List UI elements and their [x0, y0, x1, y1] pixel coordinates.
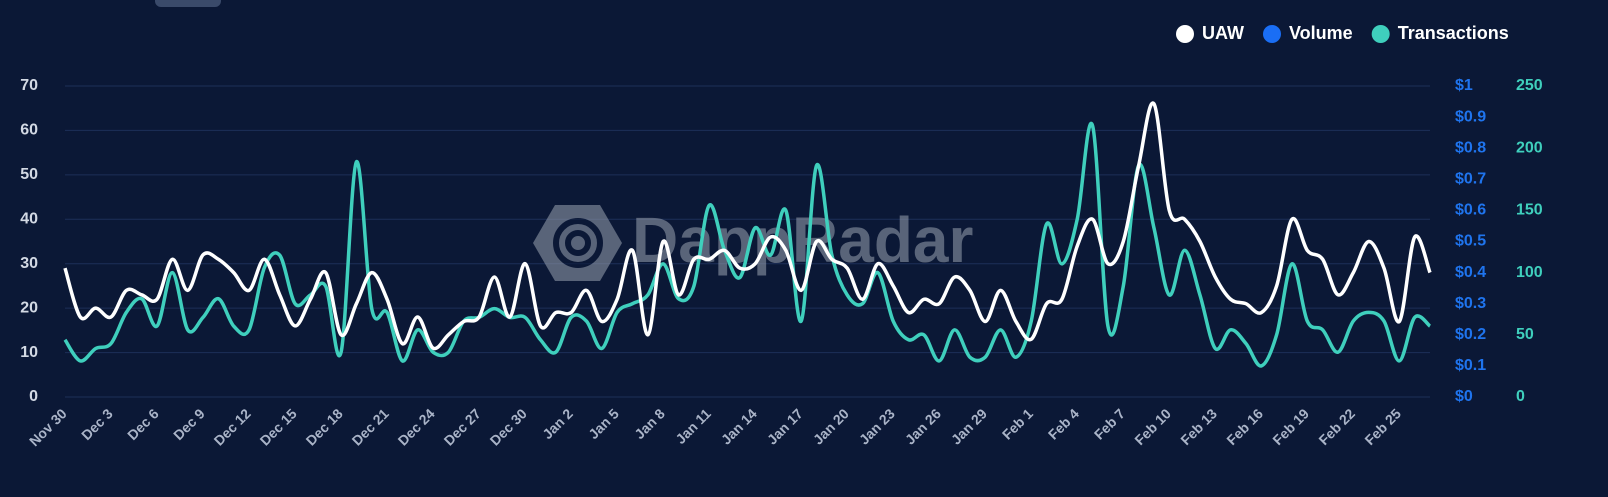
y2-tick-label: $0.8 — [1455, 139, 1486, 156]
x-tick-label: Dec 24 — [395, 405, 438, 448]
series-line — [63, 101, 1432, 351]
y2-tick-label: $0.2 — [1455, 326, 1486, 343]
y3-tick-label: 50 — [1516, 326, 1534, 343]
legend-marker — [1176, 25, 1194, 43]
legend-marker — [1263, 25, 1281, 43]
x-tick-label: Dec 21 — [349, 405, 392, 448]
x-tick-label: Feb 10 — [1131, 405, 1174, 448]
x-tick-label: Jan 14 — [718, 405, 760, 447]
x-tick-label: Jan 26 — [902, 405, 944, 447]
x-tick-label: Jan 20 — [810, 405, 852, 447]
x-tick-label: Feb 13 — [1177, 405, 1220, 448]
y2-tick-label: $0 — [1455, 388, 1473, 405]
y-tick-label: 40 — [20, 211, 38, 228]
x-tick-label: Dec 18 — [303, 405, 346, 448]
x-tick-label: Jan 17 — [764, 405, 806, 447]
y3-tick-label: 250 — [1516, 77, 1543, 94]
y-tick-label: 70 — [20, 77, 38, 94]
x-tick-label: Jan 2 — [539, 405, 576, 442]
y-tick-label: 50 — [20, 166, 38, 183]
y2-tick-label: $0.1 — [1455, 357, 1486, 374]
y3-tick-label: 100 — [1516, 264, 1543, 281]
x-tick-label: Dec 15 — [257, 405, 300, 448]
x-tick-label: Jan 29 — [948, 405, 990, 447]
watermark: DappRadar — [533, 204, 973, 281]
legend-marker — [1371, 25, 1390, 43]
x-tick-label: Feb 19 — [1269, 405, 1312, 448]
x-tick-label: Nov 30 — [26, 405, 70, 449]
y-tick-label: 20 — [20, 299, 38, 316]
x-tick-label: Jan 8 — [631, 405, 668, 442]
x-tick-label: Jan 23 — [856, 405, 898, 447]
x-tick-label: Feb 25 — [1361, 405, 1404, 448]
y2-tick-label: $0.6 — [1455, 202, 1486, 219]
series-line — [63, 121, 1432, 368]
legend-label: Transactions — [1398, 23, 1509, 43]
y2-tick-label: $0.9 — [1455, 108, 1486, 125]
x-tick-label: Dec 30 — [487, 405, 530, 448]
x-tick-label: Feb 22 — [1315, 405, 1358, 448]
y-tick-label: 0 — [29, 388, 38, 405]
x-tick-label: Dec 9 — [170, 405, 208, 443]
x-tick-label: Feb 16 — [1223, 405, 1266, 448]
y2-tick-label: $0.3 — [1455, 295, 1486, 312]
x-tick-label: Feb 7 — [1091, 405, 1128, 442]
y2-tick-label: $0.5 — [1455, 233, 1486, 250]
watermark-text: DappRadar — [632, 204, 973, 276]
y-tick-label: 60 — [20, 122, 38, 139]
y-tick-label: 30 — [20, 255, 38, 272]
x-tick-label: Feb 4 — [1045, 405, 1082, 442]
x-tick-label: Feb 1 — [999, 405, 1036, 442]
toolbar-button[interactable] — [155, 0, 221, 7]
y3-tick-label: 150 — [1516, 202, 1543, 219]
y-tick-label: 10 — [20, 344, 38, 361]
legend-label: UAW — [1202, 23, 1244, 43]
x-tick-label: Dec 12 — [211, 405, 254, 448]
y3-tick-label: 200 — [1516, 139, 1543, 156]
legend-label: Volume — [1289, 23, 1353, 43]
x-tick-label: Dec 3 — [78, 405, 116, 443]
x-tick-label: Jan 11 — [672, 405, 714, 447]
y2-tick-label: $0.4 — [1455, 264, 1486, 281]
x-tick-label: Dec 27 — [441, 405, 484, 448]
y2-tick-label: $1 — [1455, 77, 1473, 94]
x-tick-label: Jan 5 — [585, 405, 622, 442]
y3-tick-label: 0 — [1516, 388, 1525, 405]
y2-tick-label: $0.7 — [1455, 171, 1486, 188]
x-tick-label: Dec 6 — [124, 405, 162, 443]
